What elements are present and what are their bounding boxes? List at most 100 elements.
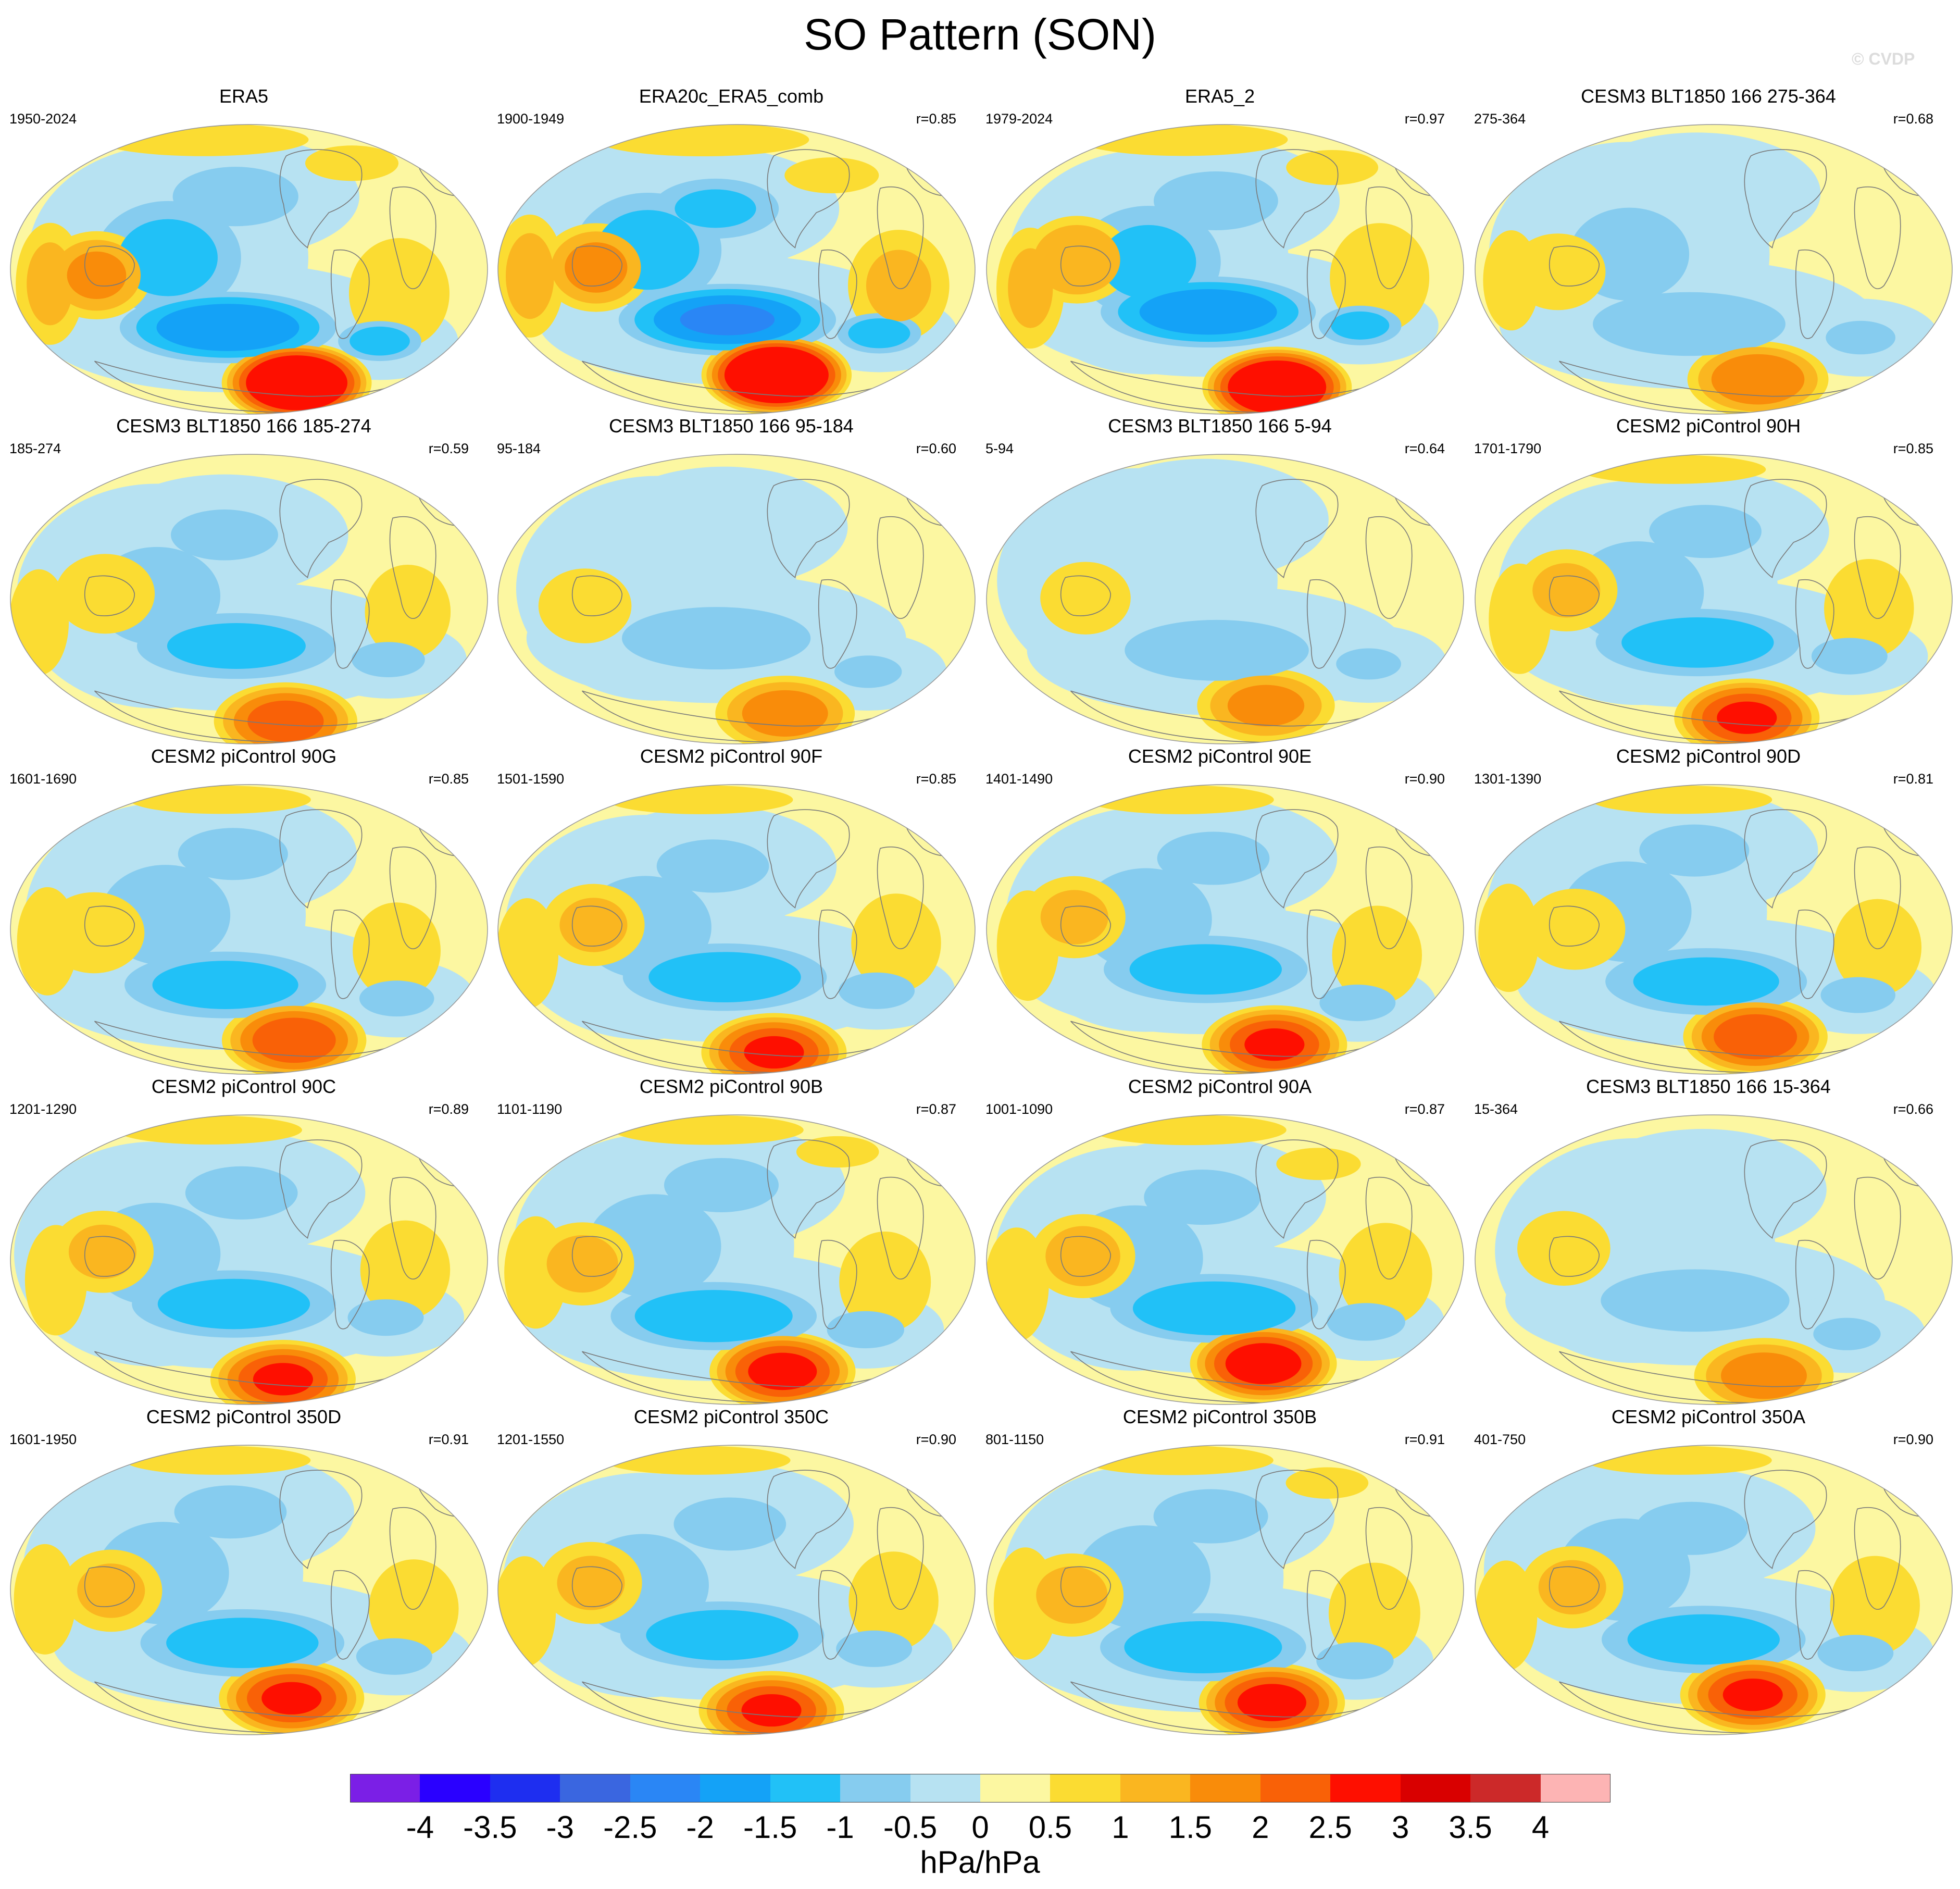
panel-correlation: r=0.90 [1893, 1432, 1933, 1447]
map-plot [497, 124, 976, 415]
coastline [818, 249, 857, 339]
map-border [497, 1445, 976, 1735]
coastline [1744, 479, 1827, 578]
anomaly-contour-1 [1538, 1560, 1606, 1614]
map-border [497, 1114, 976, 1405]
map-plot [1475, 124, 1953, 415]
panel-years: 95-184 [497, 441, 541, 456]
map-panel: CESM2 piControl 90H 1701-1790 r=0.85 [1465, 416, 1953, 744]
coastline [1255, 1139, 1339, 1239]
anomaly-contour-2.5 [1237, 1684, 1306, 1721]
colorbar-tick-label: 2 [1252, 1810, 1269, 1845]
map-panel: CESM2 piControl 90A 1001-1090 r=0.87 [976, 1076, 1464, 1405]
anomaly-contour-0.5 [498, 898, 559, 1009]
anomaly-contour-0.5 [1826, 320, 1895, 355]
map-plot [986, 454, 1464, 744]
panel-correlation: r=0.66 [1893, 1101, 1933, 1117]
colorbar-cell [560, 1774, 631, 1803]
map-panel: CESM2 piControl 350C 1201-1550 r=0.90 [488, 1407, 976, 1735]
anomaly-contour-0.5 [1478, 884, 1540, 992]
coastline [1306, 1239, 1346, 1329]
anomaly-contour-0.5 [1649, 505, 1762, 558]
panel-years: 185-274 [9, 441, 61, 456]
map-plot [497, 1445, 976, 1735]
coastline [1854, 186, 1901, 289]
anomaly-contour-2.5 [1717, 701, 1777, 734]
map-plot [986, 124, 1464, 415]
coastline [1060, 1236, 1112, 1277]
map-panel: CESM2 piControl 350B 801-1150 r=0.91 [976, 1407, 1464, 1735]
panel-title: CESM3 BLT1850 166 275-364 [1581, 85, 1836, 107]
panel-correlation: r=0.85 [916, 771, 956, 787]
panel-years: 1101-1190 [497, 1101, 563, 1117]
anomaly-contour-1 [1132, 1281, 1296, 1335]
anomaly-contour-0.5 [1330, 223, 1430, 333]
anomaly-contour-0.5 [305, 145, 399, 181]
map-panel: CESM2 piControl 90E 1401-1490 r=0.90 [976, 746, 1464, 1075]
panel-correlation: r=0.68 [1893, 111, 1933, 127]
coastline [84, 575, 135, 616]
anomaly-contour-1.5 [156, 304, 299, 351]
anomaly-contour-0.5 [827, 1311, 904, 1349]
map-border [497, 124, 976, 415]
anomaly-contour-0.5 [1092, 1115, 1287, 1146]
anomaly-contour-0.5 [359, 980, 434, 1017]
coastline [818, 909, 857, 999]
map-panel: CESM3 BLT1850 166 275-364 275-364 r=0.68 [1465, 85, 1953, 415]
anomaly-contour-0.5 [1276, 1148, 1361, 1180]
anomaly-contour-0.5 [1639, 824, 1750, 877]
map-border [1475, 124, 1953, 415]
panel-years: 5-94 [985, 441, 1014, 456]
coastline [279, 1470, 363, 1569]
coastline [389, 846, 436, 949]
coastline [877, 1507, 924, 1610]
anomaly-contour-0.5 [1591, 785, 1772, 814]
coastline [818, 1570, 857, 1660]
anomaly-contour-0.5 [97, 125, 309, 156]
coastline [389, 1176, 436, 1279]
anomaly-contour-1 [1124, 1621, 1282, 1674]
anomaly-contour-2 [247, 700, 324, 742]
coastline [571, 575, 623, 616]
anomaly-contour-0.5 [1040, 562, 1131, 635]
anomaly-contour-0.5 [1483, 230, 1540, 331]
anomaly-contour-1 [349, 326, 410, 356]
anomaly-contour-0.5 [17, 887, 78, 996]
coastline [330, 1239, 370, 1329]
anomaly-contour-1 [77, 1563, 145, 1618]
map-border [10, 124, 488, 415]
anomaly-contour-0.5 [1339, 1223, 1432, 1326]
anomaly-contour-0.5 [1475, 1560, 1538, 1671]
panel-title: CESM2 piControl 90A [1128, 1076, 1312, 1097]
anomaly-contour-0.5 [174, 1485, 287, 1539]
map-border [986, 124, 1464, 415]
panel-title: ERA5 [219, 85, 269, 107]
coastline [279, 479, 363, 578]
coastline [1255, 1470, 1339, 1569]
panel-title: CESM2 piControl 350D [146, 1406, 342, 1427]
colorbar-cell [630, 1774, 701, 1803]
anomaly-contour-1 [68, 1224, 136, 1279]
colorbar-units: hPa/hPa [920, 1845, 1040, 1880]
colorbar-tick-label: -2 [686, 1810, 714, 1845]
anomaly-contour-1 [848, 318, 910, 349]
map-border [497, 784, 976, 1075]
panel-title: ERA5_2 [1184, 85, 1255, 107]
anomaly-contour-1 [118, 219, 218, 296]
map-panel: ERA5_2 1979-2024 r=0.97 [976, 85, 1464, 415]
map-border [1475, 454, 1953, 744]
coastline [84, 1566, 135, 1607]
anomaly-contour-2 [680, 304, 775, 335]
colorbar-cell [1330, 1774, 1401, 1803]
coastline [389, 516, 436, 619]
anomaly-contour-0.5 [1286, 150, 1379, 185]
coastline [571, 245, 623, 287]
anomaly-contour-0.5 [352, 642, 425, 677]
panel-title: CESM3 BLT1850 166 15-364 [1586, 1076, 1831, 1097]
anomaly-contour-0.5 [1517, 1211, 1611, 1286]
anomaly-contour-0.5 [178, 828, 288, 880]
anomaly-contour-1 [166, 1618, 319, 1668]
colorbar-cell [980, 1774, 1051, 1803]
panel-title: CESM2 piControl 90B [639, 1076, 823, 1097]
panel-correlation: r=0.91 [1404, 1432, 1445, 1447]
